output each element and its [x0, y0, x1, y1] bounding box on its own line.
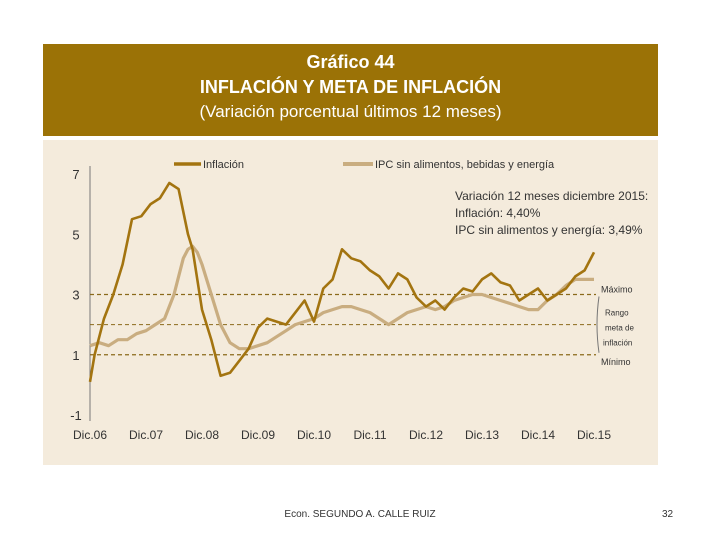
legend-label-ipc-core: IPC sin alimentos, bebidas y energía: [375, 159, 555, 171]
x-tick-label: Dic.10: [297, 428, 331, 442]
annotation-line: Variación 12 meses diciembre 2015:: [455, 189, 648, 203]
y-tick-label: 1: [72, 348, 79, 363]
footer-author: Econ. SEGUNDO A. CALLE RUIZ: [284, 509, 436, 520]
line-chart: 7 5 3 1 -1 Dic.06 Dic.07 Dic.08 Dic.09 Dic.10 Dic.…: [70, 159, 648, 442]
chart-title: Gráfico 44: [306, 52, 395, 72]
band-label-max: Máximo: [601, 285, 633, 295]
series-line-inflacion: [88, 181, 596, 383]
x-tick-label: Dic.14: [521, 428, 555, 442]
band-label-range: meta de: [605, 324, 634, 333]
legend-label-inflacion: Inflación: [203, 159, 244, 171]
x-tick-label: Dic.07: [129, 428, 163, 442]
chart-unit-subtitle: (Variación porcentual últimos 12 meses): [199, 102, 502, 121]
annotation-line: IPC sin alimentos y energía: 3,49%: [455, 223, 643, 237]
x-tick-label: Dic.13: [465, 428, 499, 442]
chart-panel: 7 5 3 1 -1 Dic.06 Dic.07 Dic.08 Dic.09 Dic.10 Dic.…: [43, 140, 658, 465]
band-brace: [596, 296, 600, 353]
annotation-line: Inflación: 4,40%: [455, 206, 541, 220]
band-label-range: inflación: [603, 339, 632, 348]
y-tick-label: 5: [72, 227, 79, 242]
x-tick-label: Dic.15: [577, 428, 611, 442]
page-number: 32: [662, 509, 674, 520]
band-label-min: Mínimo: [601, 357, 631, 367]
x-tick-label: Dic.08: [185, 428, 219, 442]
series-line-ipc-core: [89, 244, 594, 351]
y-tick-label: 3: [72, 288, 79, 303]
chart-header: Gráfico 44 INFLACIÓN Y META DE INFLACIÓN…: [43, 44, 658, 136]
x-tick-label: Dic.12: [409, 428, 443, 442]
y-tick-label: -1: [70, 408, 82, 423]
band-label-range: Rango: [605, 309, 629, 318]
x-tick-label: Dic.09: [241, 428, 275, 442]
x-tick-label: Dic.06: [73, 428, 107, 442]
x-tick-label: Dic.11: [353, 428, 386, 442]
chart-subtitle: INFLACIÓN Y META DE INFLACIÓN: [199, 77, 502, 97]
y-tick-label: 7: [72, 167, 79, 182]
